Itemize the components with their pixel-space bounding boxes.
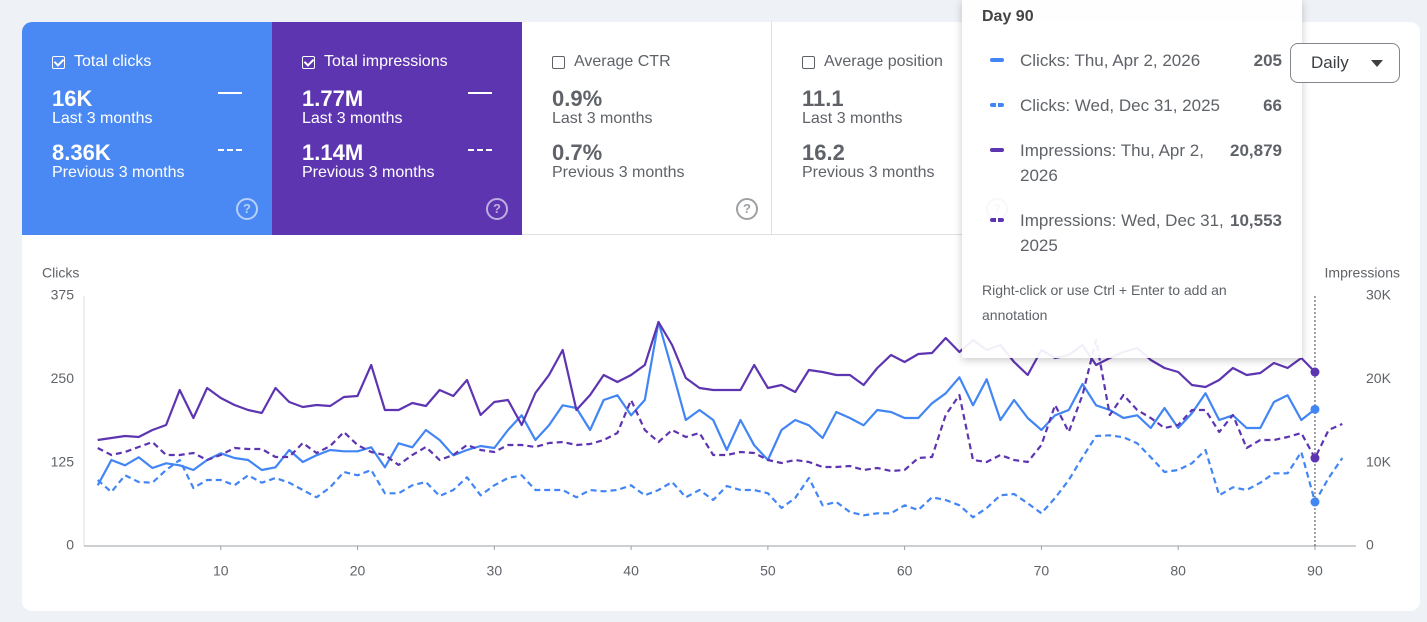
y2-tick-label: 10K (1366, 453, 1392, 469)
series-swatch (990, 103, 1004, 107)
entry-value: 66 (1263, 96, 1282, 115)
dashed-line-key (468, 149, 492, 151)
metric-toggle[interactable]: Average position (802, 52, 1021, 72)
checkbox[interactable] (552, 55, 565, 69)
period-label: Last 3 months (302, 110, 403, 127)
y-tick-label: 250 (51, 370, 75, 386)
metric-current: 16K (52, 86, 93, 111)
help-icon[interactable]: ? (236, 198, 258, 220)
checkbox[interactable] (302, 55, 315, 69)
help-icon[interactable]: ? (736, 198, 758, 220)
x-tick-label: 30 (487, 563, 503, 579)
x-tick-label: 80 (1170, 563, 1186, 579)
help-icon[interactable]: ? (486, 198, 508, 220)
period-label: Previous 3 months (302, 164, 435, 181)
period-label: Last 3 months (52, 110, 153, 127)
metric-label[interactable]: Total clicks (74, 53, 152, 70)
dropdown-arrow[interactable] (1371, 60, 1383, 68)
hover-point (1310, 497, 1320, 507)
solid-line-key (218, 92, 242, 94)
y2-tick-label: 0 (1366, 537, 1374, 553)
metric-label[interactable]: Average position (824, 53, 943, 70)
y-tick-label: 0 (66, 537, 74, 553)
period-label: Previous 3 months (552, 164, 685, 181)
tooltip-entry: Impressions: Wed, Dec 31, 2025 10,553 (982, 208, 1282, 258)
chart: Clicks Impressions 0 125 250 375 0 10K 20K 30K 1… (42, 265, 1400, 579)
y2-tick-label: 20K (1366, 370, 1392, 386)
tooltip-note: Right-click or use Ctrl + Enter to add a… (982, 282, 1227, 323)
metric-toggle[interactable]: Average CTR (552, 52, 771, 72)
tooltip-entries: Clicks: Thu, Apr 2, 2026 205 Clicks: Wed, … (982, 48, 1282, 258)
tooltip: Day 90 Clicks: Thu, Apr 2, 2026 205 Clicks… (962, 0, 1302, 358)
tooltip-title: Day 90 (982, 8, 1034, 25)
checkbox[interactable] (802, 55, 815, 69)
metric-cards: Total clicks 16K Last 3 months 8.36K Previou… (22, 22, 1022, 235)
granularity-dropdown[interactable]: Daily (1290, 43, 1400, 83)
checkbox[interactable] (52, 55, 65, 69)
hover-point (1310, 367, 1320, 377)
metric-current: 1.77M (302, 86, 364, 111)
x-tick-label: 20 (350, 563, 366, 579)
entry-value: 20,879 (1230, 141, 1282, 160)
series-swatch (990, 218, 1004, 222)
x-tick-label: 40 (623, 563, 639, 579)
metric-label[interactable]: Total impressions (324, 53, 448, 70)
metric-toggle[interactable]: Total clicks (52, 52, 272, 72)
entry-value: 10,553 (1230, 211, 1282, 230)
series-line (96, 434, 1344, 519)
x-tick-label: 60 (897, 563, 913, 579)
hover-point (1310, 453, 1320, 463)
y2-axis-title: Impressions (1325, 265, 1400, 281)
period-label: Last 3 months (802, 110, 903, 127)
series-icon (982, 48, 1020, 73)
metric-toggle[interactable]: Total impressions (302, 52, 522, 72)
entry-text: Clicks: Wed, Dec 31, 2025 (1020, 96, 1220, 115)
entry-text: Impressions: Wed, Dec 31, 2025 (1020, 211, 1224, 255)
tooltip-entry: Impressions: Thu, Apr 2, 2026 20,879 (982, 138, 1282, 188)
metric-previous: 16.2 (802, 140, 845, 165)
metric-card[interactable]: Total impressions 1.77M Last 3 months 1.14M… (272, 22, 522, 235)
x-tick-label: 90 (1307, 563, 1323, 579)
metric-current: 11.1 (802, 86, 844, 111)
tooltip-entry: Clicks: Thu, Apr 2, 2026 205 (982, 48, 1282, 73)
y2-tick-label: 30K (1366, 287, 1392, 303)
series-icon (982, 208, 1020, 258)
metric-current: 0.9% (552, 86, 603, 111)
series-line (97, 338, 1343, 473)
entry-value: 205 (1253, 51, 1282, 70)
x-tick-label: 10 (213, 563, 229, 579)
x-tick-label: 70 (1034, 563, 1050, 579)
series-icon (982, 93, 1020, 118)
metric-card[interactable]: Average CTR 0.9% Last 3 months 0.7% Previous… (522, 22, 772, 235)
metric-label[interactable]: Average CTR (574, 53, 671, 70)
period-label: Last 3 months (552, 110, 653, 127)
entry-text: Clicks: Thu, Apr 2, 2026 (1020, 51, 1201, 70)
solid-line-key (468, 92, 492, 94)
tooltip-entry: Clicks: Wed, Dec 31, 2025 66 (982, 93, 1282, 118)
dashed-line-key (218, 149, 242, 151)
y-axis-title: Clicks (42, 265, 79, 281)
entry-text: Impressions: Thu, Apr 2, 2026 (1020, 141, 1204, 185)
series-swatch (990, 148, 1004, 152)
series-swatch (990, 58, 1004, 62)
series-icon (982, 138, 1020, 188)
dropdown-label[interactable]: Daily (1311, 53, 1349, 72)
metric-previous: 1.14M (302, 140, 364, 165)
metric-previous: 8.36K (52, 140, 111, 165)
hover-point (1310, 404, 1320, 414)
metric-card[interactable]: Total clicks 16K Last 3 months 8.36K Previou… (22, 22, 272, 235)
period-label: Previous 3 months (52, 164, 185, 181)
x-tick-label: 50 (760, 563, 776, 579)
period-label: Previous 3 months (802, 164, 935, 181)
metric-previous: 0.7% (552, 140, 603, 165)
y-tick-label: 375 (51, 287, 75, 303)
y-tick-label: 125 (51, 453, 75, 469)
